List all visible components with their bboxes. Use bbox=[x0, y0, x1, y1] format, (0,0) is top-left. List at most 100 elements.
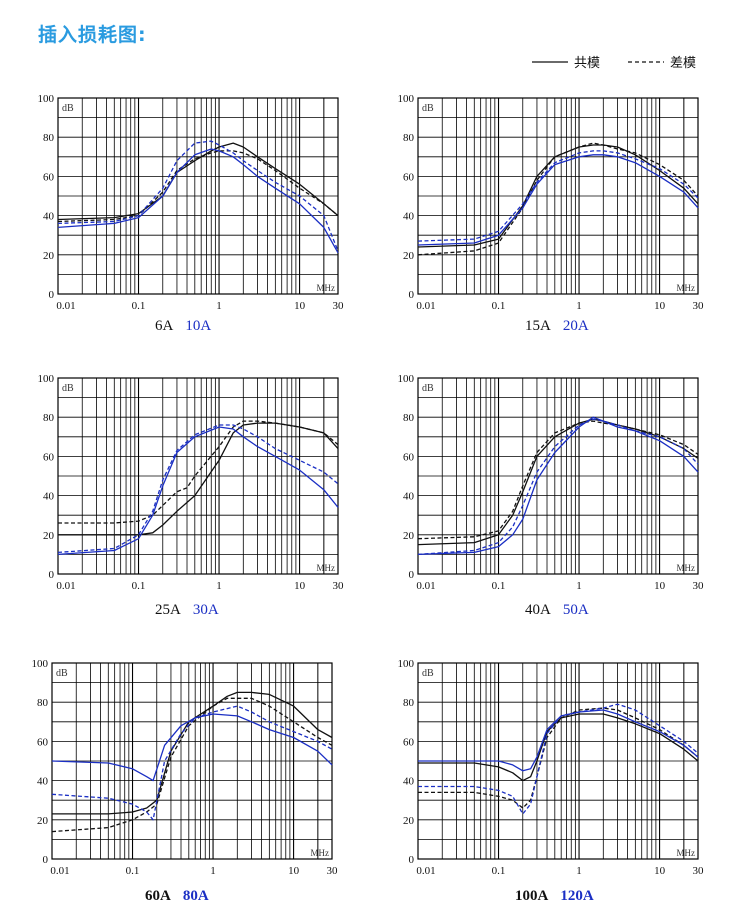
chart-panel-100a-120a: 0 20 40 60 80 100 0.01 0.1 1 10 30 dB MHz bbox=[392, 657, 712, 883]
x-tick-label: 0.01 bbox=[416, 865, 435, 877]
x-tick-label: 0.1 bbox=[132, 580, 146, 592]
legend: 共模 差模 bbox=[530, 50, 720, 72]
y-tick-label: 40 bbox=[37, 776, 49, 788]
y-tick-label: 100 bbox=[38, 93, 55, 105]
x-tick-label: 30 bbox=[333, 300, 345, 312]
x-tick-label: 10 bbox=[288, 865, 300, 877]
series-line-black-solid bbox=[58, 422, 339, 536]
caption-black-rating: 6A bbox=[155, 318, 174, 334]
series-line-blue-dashed bbox=[417, 418, 699, 556]
series-line-blue-dashed bbox=[57, 140, 339, 252]
y-tick-label: 60 bbox=[43, 451, 55, 463]
x-tick-label: 0.1 bbox=[492, 300, 506, 312]
caption-panel-2: 15A 20A bbox=[525, 318, 589, 335]
y-tick-label: 0 bbox=[409, 289, 415, 301]
y-tick-label: 100 bbox=[398, 93, 415, 105]
x-unit-label: MHz bbox=[317, 563, 336, 573]
caption-black-rating: 100A bbox=[515, 888, 549, 904]
x-tick-label: 0.01 bbox=[50, 865, 69, 877]
insertion-loss-chart: 0 20 40 60 80 100 0.01 0.1 1 10 30 dB MHz bbox=[38, 373, 345, 592]
y-tick-label: 20 bbox=[403, 250, 415, 262]
y-tick-label: 60 bbox=[403, 736, 415, 748]
y-tick-label: 20 bbox=[43, 250, 55, 262]
y-tick-label: 100 bbox=[398, 373, 415, 385]
series-line-blue-dashed bbox=[417, 150, 699, 242]
y-tick-label: 0 bbox=[49, 569, 55, 581]
legend-solid-label: 共模 bbox=[574, 56, 601, 71]
x-tick-label: 10 bbox=[654, 300, 666, 312]
y-unit-label: dB bbox=[422, 383, 434, 394]
x-unit-label: MHz bbox=[677, 563, 696, 573]
caption-panel-5: 60A 80A bbox=[145, 888, 209, 905]
legend-dashed-label: 差模 bbox=[670, 56, 697, 71]
caption-panel-1: 6A 10A bbox=[155, 318, 211, 335]
chart-panel-40a-50a: 0 20 40 60 80 100 0.01 0.1 1 10 30 dB MHz bbox=[392, 372, 712, 598]
chart-panel-6a-10a: 0 20 40 60 80 100 0.01 0.1 1 10 30 dB MHz bbox=[32, 92, 352, 318]
y-tick-label: 60 bbox=[37, 736, 49, 748]
x-tick-label: 30 bbox=[693, 300, 705, 312]
y-tick-label: 80 bbox=[403, 697, 415, 709]
y-unit-label: dB bbox=[422, 103, 434, 114]
series-line-blue-solid bbox=[57, 148, 339, 254]
y-tick-label: 100 bbox=[32, 658, 49, 670]
y-tick-label: 20 bbox=[403, 815, 415, 827]
plot-frame bbox=[57, 97, 339, 295]
y-tick-label: 80 bbox=[403, 132, 415, 144]
x-unit-label: MHz bbox=[317, 283, 336, 293]
caption-blue-rating: 80A bbox=[182, 888, 209, 904]
y-tick-label: 60 bbox=[403, 171, 415, 183]
series-line-black-solid bbox=[417, 144, 699, 248]
x-tick-label: 0.1 bbox=[492, 580, 506, 592]
insertion-loss-chart: 0 20 40 60 80 100 0.01 0.1 1 10 30 dB MHz bbox=[32, 658, 339, 877]
insertion-loss-chart: 0 20 40 60 80 100 0.01 0.1 1 10 30 dB MHz bbox=[38, 93, 345, 312]
caption-panel-6: 100A 120A bbox=[515, 888, 594, 905]
x-tick-label: 1 bbox=[576, 865, 582, 877]
y-tick-label: 40 bbox=[43, 491, 55, 503]
x-tick-label: 30 bbox=[693, 580, 705, 592]
series-line-black-solid bbox=[418, 713, 699, 782]
x-tick-label: 1 bbox=[576, 300, 582, 312]
y-tick-label: 40 bbox=[403, 491, 415, 503]
x-tick-label: 0.1 bbox=[492, 865, 506, 877]
y-tick-label: 0 bbox=[43, 854, 49, 866]
x-tick-label: 1 bbox=[210, 865, 216, 877]
x-tick-label: 0.01 bbox=[56, 300, 75, 312]
x-unit-label: MHz bbox=[677, 848, 696, 858]
chart-panel-15a-20a: 0 20 40 60 80 100 0.01 0.1 1 10 30 dB MHz bbox=[392, 92, 712, 318]
caption-blue-rating: 10A bbox=[185, 318, 212, 334]
chart-panel-60a-80a: 0 20 40 60 80 100 0.01 0.1 1 10 30 dB MHz bbox=[26, 657, 346, 883]
page-title: 插入损耗图: bbox=[38, 24, 147, 46]
series-line-blue-dashed bbox=[57, 424, 339, 554]
insertion-loss-chart: 0 20 40 60 80 100 0.01 0.1 1 10 30 dB MHz bbox=[398, 658, 705, 877]
chart-panel-25a-30a: 0 20 40 60 80 100 0.01 0.1 1 10 30 dB MHz bbox=[32, 372, 352, 598]
series-line-black-dashed bbox=[57, 150, 339, 223]
y-tick-label: 60 bbox=[403, 451, 415, 463]
y-tick-label: 40 bbox=[403, 211, 415, 223]
plot-frame bbox=[417, 377, 699, 575]
insertion-loss-chart: 0 20 40 60 80 100 0.01 0.1 1 10 30 dB MHz bbox=[398, 93, 705, 312]
x-tick-label: 10 bbox=[294, 580, 306, 592]
caption-panel-3: 25A 30A bbox=[155, 602, 219, 619]
series-line-black-dashed bbox=[51, 697, 333, 833]
y-tick-label: 20 bbox=[43, 530, 55, 542]
x-tick-label: 0.01 bbox=[56, 580, 75, 592]
y-unit-label: dB bbox=[62, 383, 74, 394]
legend-swatches bbox=[532, 61, 664, 63]
x-unit-label: MHz bbox=[311, 848, 330, 858]
y-tick-label: 0 bbox=[409, 854, 415, 866]
y-tick-label: 20 bbox=[403, 530, 415, 542]
y-unit-label: dB bbox=[62, 103, 74, 114]
series-line-black-solid bbox=[52, 691, 333, 815]
caption-blue-rating: 20A bbox=[562, 318, 589, 334]
x-tick-label: 0.01 bbox=[416, 300, 435, 312]
x-unit-label: MHz bbox=[677, 283, 696, 293]
caption-black-rating: 25A bbox=[155, 602, 181, 618]
x-tick-label: 10 bbox=[654, 580, 666, 592]
series-line-blue-solid bbox=[417, 416, 699, 556]
x-tick-label: 10 bbox=[654, 865, 666, 877]
caption-blue-rating: 30A bbox=[192, 602, 219, 618]
x-tick-label: 1 bbox=[576, 580, 582, 592]
x-tick-label: 30 bbox=[333, 580, 345, 592]
series-line-black-dashed bbox=[417, 420, 699, 540]
y-tick-label: 80 bbox=[37, 697, 49, 709]
